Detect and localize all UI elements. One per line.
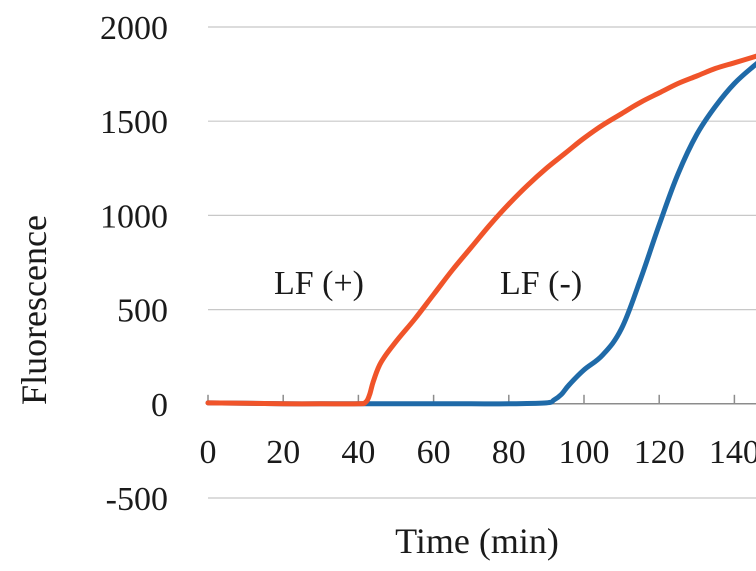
y-tick-label: 2000: [100, 10, 168, 47]
x-tick-label: 0: [200, 434, 217, 471]
series-label-lf-minus: LF (-): [500, 265, 582, 302]
x-tick-label: 40: [341, 434, 375, 471]
y-tick-label: 1000: [100, 198, 168, 235]
series-label-lf-plus: LF (+): [274, 265, 364, 302]
grid-layer: [208, 26, 756, 499]
x-axis-title: Time (min): [395, 521, 559, 561]
x-tick-label: 140: [709, 434, 756, 471]
x-tick-label: 120: [634, 434, 685, 471]
x-tick-labels: 0 20 40 60 80 100 120 140: [200, 434, 756, 471]
series-layer: [205, 53, 756, 407]
series-line-lf-minus: [205, 61, 756, 407]
x-tick-label: 60: [417, 434, 451, 471]
x-tick-label: 100: [559, 434, 610, 471]
x-tick-label: 80: [492, 434, 526, 471]
x-tick-label: 20: [266, 434, 300, 471]
y-axis-title: Fluorescence: [14, 215, 54, 405]
y-tick-label: 1500: [100, 104, 168, 141]
y-tick-label: 0: [151, 387, 168, 424]
y-tick-label: -500: [106, 481, 168, 518]
series-line-lf-plus: [205, 53, 756, 407]
y-tick-labels: 2000 1500 1000 500 0 -500: [100, 10, 168, 518]
y-tick-label: 500: [117, 293, 168, 330]
